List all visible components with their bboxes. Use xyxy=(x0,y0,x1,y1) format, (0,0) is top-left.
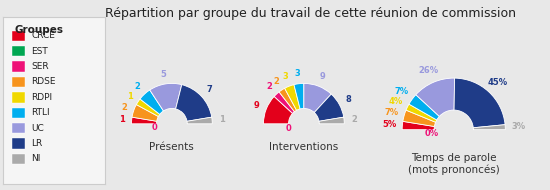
Text: 2: 2 xyxy=(273,77,279,86)
Text: RDPI: RDPI xyxy=(31,93,52,102)
Wedge shape xyxy=(263,97,293,124)
Wedge shape xyxy=(140,90,163,114)
Text: 1: 1 xyxy=(126,92,133,101)
Text: 5: 5 xyxy=(161,70,167,78)
Bar xyxy=(12,154,25,164)
Text: Présents: Présents xyxy=(150,142,194,152)
Text: 7: 7 xyxy=(206,85,212,94)
Wedge shape xyxy=(131,117,157,124)
Wedge shape xyxy=(314,94,344,121)
Text: Temps de parole
(mots prononcés): Temps de parole (mots prononcés) xyxy=(408,153,499,175)
Text: 45%: 45% xyxy=(487,78,508,87)
Text: 2: 2 xyxy=(351,115,357,124)
Wedge shape xyxy=(132,105,158,121)
Text: Groupes: Groupes xyxy=(15,25,64,35)
Text: 2: 2 xyxy=(267,82,273,91)
Bar xyxy=(12,108,25,118)
Text: 1: 1 xyxy=(219,115,225,124)
Text: 1: 1 xyxy=(119,115,124,124)
Wedge shape xyxy=(406,104,437,122)
Text: Répartition par groupe du travail de cette réunion de commission: Répartition par groupe du travail de cet… xyxy=(105,7,516,20)
Wedge shape xyxy=(409,95,439,120)
Wedge shape xyxy=(319,117,344,124)
Wedge shape xyxy=(150,83,182,111)
Text: 3%: 3% xyxy=(511,122,525,131)
Text: 3: 3 xyxy=(295,69,300,78)
Text: 26%: 26% xyxy=(419,66,438,75)
Wedge shape xyxy=(187,117,212,124)
Text: UC: UC xyxy=(31,124,44,133)
Bar xyxy=(12,46,25,56)
Text: LR: LR xyxy=(31,139,42,148)
Bar xyxy=(12,123,25,133)
Bar xyxy=(12,61,25,72)
Wedge shape xyxy=(136,99,160,116)
Text: 4%: 4% xyxy=(389,97,403,106)
Text: 0: 0 xyxy=(152,123,158,131)
Text: 7%: 7% xyxy=(395,87,409,96)
Wedge shape xyxy=(279,88,296,112)
Text: 0: 0 xyxy=(285,124,292,133)
Wedge shape xyxy=(473,125,505,130)
Wedge shape xyxy=(274,92,294,113)
Text: NI: NI xyxy=(31,154,41,163)
Text: 9: 9 xyxy=(320,72,325,81)
Text: RTLI: RTLI xyxy=(31,108,50,117)
Text: 0%: 0% xyxy=(425,129,439,138)
Text: 2: 2 xyxy=(135,82,141,91)
Wedge shape xyxy=(175,85,212,121)
Text: Interventions: Interventions xyxy=(270,142,338,152)
Wedge shape xyxy=(403,110,436,127)
Wedge shape xyxy=(454,78,505,128)
Text: 7%: 7% xyxy=(384,108,399,117)
Text: 3: 3 xyxy=(283,72,288,81)
Wedge shape xyxy=(285,85,300,110)
Bar xyxy=(12,77,25,87)
Wedge shape xyxy=(304,83,331,112)
Text: 8: 8 xyxy=(345,95,351,104)
Text: 5%: 5% xyxy=(382,120,397,129)
Bar xyxy=(12,92,25,103)
Wedge shape xyxy=(416,78,455,116)
Bar xyxy=(12,138,25,149)
Wedge shape xyxy=(402,121,435,130)
Bar xyxy=(12,31,25,41)
Wedge shape xyxy=(294,83,304,109)
Text: EST: EST xyxy=(31,47,48,56)
Text: 2: 2 xyxy=(121,103,127,112)
Text: CRCE: CRCE xyxy=(31,31,55,40)
Text: SER: SER xyxy=(31,62,49,71)
Text: 9: 9 xyxy=(254,101,260,110)
Text: RDSE: RDSE xyxy=(31,78,56,86)
